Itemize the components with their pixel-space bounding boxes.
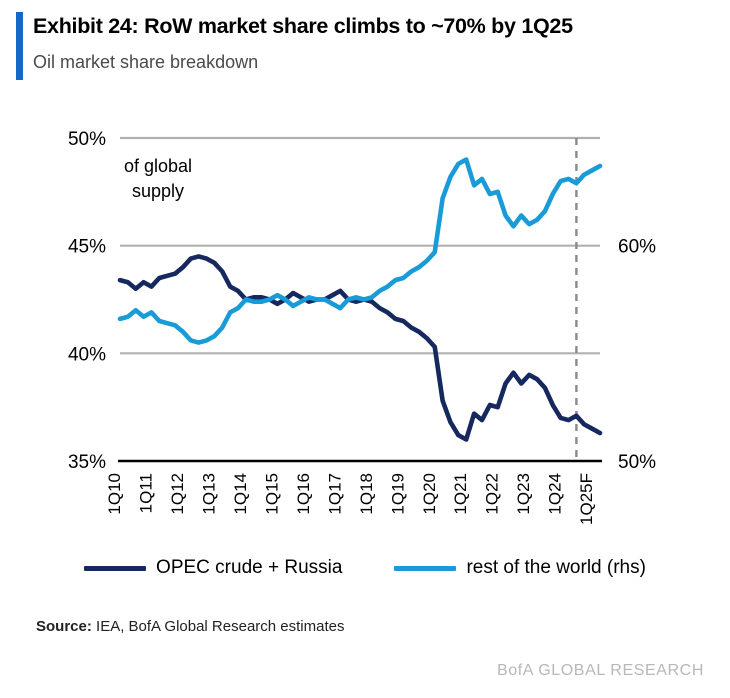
x-axis-tick: 1Q24 <box>546 473 565 515</box>
exhibit-header: Exhibit 24: RoW market share climbs to ~… <box>0 0 730 92</box>
series-line-opec <box>117 254 603 442</box>
gridlines <box>120 136 600 355</box>
plot-annotation-line: supply <box>132 181 184 201</box>
plot-annotation: of global supply <box>124 156 192 201</box>
y-axis-left-tick: 50% <box>68 129 106 150</box>
data-series <box>117 157 603 442</box>
source-line: Source: IEA, BofA Global Research estima… <box>36 618 344 635</box>
x-axis-tick: 1Q17 <box>325 473 344 515</box>
chart-legend: OPEC crude + Russia rest of the world (r… <box>0 548 730 588</box>
x-axis-tick: 1Q11 <box>136 473 155 513</box>
legend-item-opec: OPEC crude + Russia <box>84 557 342 579</box>
legend-label-row: rest of the world (rhs) <box>466 557 646 578</box>
source-text: IEA, BofA Global Research estimates <box>91 618 345 635</box>
legend-item-row: rest of the world (rhs) <box>394 557 646 579</box>
x-axis-tick: 1Q23 <box>514 473 533 515</box>
y-axis-left-labels: 35% 40% 45% 50% <box>68 129 106 473</box>
x-axis-tick: 1Q20 <box>420 473 439 515</box>
y-axis-left-tick: 45% <box>68 237 106 258</box>
legend-swatch-row <box>394 565 457 571</box>
y-axis-right-tick: 50% <box>618 452 656 473</box>
source-label: Source: <box>36 618 92 635</box>
y-axis-right-labels: 50% 60% <box>618 237 656 473</box>
x-axis-tick: 1Q22 <box>483 473 502 515</box>
x-axis-tick: 1Q21 <box>451 473 470 515</box>
accent-bar <box>16 12 23 80</box>
x-axis-tick: 1Q14 <box>231 473 250 515</box>
y-axis-left-tick: 35% <box>68 452 106 473</box>
legend-label-opec: OPEC crude + Russia <box>156 557 343 578</box>
chart-container: 35% 40% 45% 50% 50% 60% 1Q10 1Q11 1Q12 1Q13 1Q14… <box>0 92 730 552</box>
page-title: Exhibit 24: RoW market share climbs to ~… <box>33 14 573 38</box>
x-axis-tick: 1Q16 <box>294 473 313 515</box>
y-axis-left-tick: 40% <box>68 344 106 365</box>
x-axis-tick: 1Q13 <box>199 473 218 515</box>
line-chart: 35% 40% 45% 50% 50% 60% 1Q10 1Q11 1Q12 1Q13 1Q14… <box>68 129 656 525</box>
x-axis-labels: 1Q10 1Q11 1Q12 1Q13 1Q14 1Q15 1Q16 1Q17 1Q18 1Q19… <box>105 473 596 525</box>
x-axis-tick: 1Q25F <box>577 473 596 525</box>
y-axis-right-tick: 60% <box>618 237 656 258</box>
x-axis-tick: 1Q18 <box>357 473 376 515</box>
legend-swatch-opec <box>84 565 147 571</box>
x-axis-tick: 1Q10 <box>105 473 124 515</box>
x-axis-tick: 1Q15 <box>262 473 281 515</box>
x-axis-tick: 1Q12 <box>168 473 187 515</box>
plot-annotation-line: of global <box>124 156 192 176</box>
brand-footer: BofA GLOBAL RESEARCH <box>496 662 704 679</box>
page-subtitle: Oil market share breakdown <box>33 52 259 72</box>
series-line-row <box>117 157 603 345</box>
x-axis-tick: 1Q19 <box>388 473 407 515</box>
